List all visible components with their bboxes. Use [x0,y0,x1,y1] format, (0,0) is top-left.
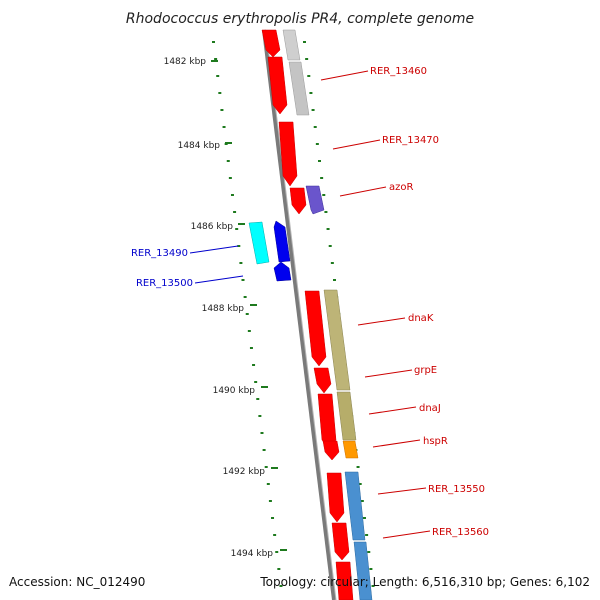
cds-arrow[interactable] [326,472,345,523]
gene-label[interactable]: RER_13560 [432,527,489,538]
gene-label[interactable]: azoR [389,182,413,193]
leader-line [368,406,417,415]
gene-bar-gray[interactable] [288,61,310,116]
gene-bar-cyan[interactable] [248,221,270,265]
gene-label[interactable]: dnaK [408,313,434,324]
genome-backbone [262,29,336,600]
cds-arrow[interactable] [261,29,281,58]
gene-label[interactable]: RER_13500 [136,278,193,289]
gene-label[interactable]: grpE [414,365,437,376]
kbp-ruler: 1482 kbp 1484 kbp 1486 kbp 1488 kbp 1490… [164,57,287,559]
gene-label[interactable]: RER_13460 [370,66,427,77]
cds-arrow-reverse[interactable] [273,220,291,263]
map-title: Rhodococcus erythropolis PR4, complete g… [126,11,474,27]
gene-bar-azor[interactable] [305,185,325,215]
gene-label[interactable]: RER_13490 [131,248,188,259]
kbp-label: 1490 kbp [213,386,256,396]
gene-labels: RER_13460 RER_13470 azoR RER_13490 RER_1… [131,66,489,539]
cds-arrow[interactable] [267,56,288,115]
leader-line [320,70,369,81]
kbp-label: 1482 kbp [164,57,207,67]
gene-features [248,29,373,600]
cds-arrow[interactable] [313,367,332,394]
gene-label[interactable]: dnaJ [419,403,441,414]
leader-line [357,317,406,326]
cds-arrow-reverse[interactable] [273,261,292,282]
cds-arrow[interactable] [289,187,307,215]
leader-line [377,487,427,495]
accession-text: Accession: NC_012490 [9,575,146,589]
leader-line [382,530,431,539]
leader-line [194,275,244,284]
genome-summary-text: Topology: circular; Length: 6,516,310 bp… [260,575,590,589]
gene-label[interactable]: hspR [423,436,448,447]
cds-arrow[interactable] [278,121,298,187]
gene-bar-blue[interactable] [344,471,366,541]
kbp-label: 1492 kbp [223,467,266,477]
kbp-label: 1494 kbp [231,549,274,559]
leader-line [339,186,387,197]
gene-label[interactable]: RER_13550 [428,484,485,495]
gene-bar-gray[interactable] [282,29,301,61]
gene-bar-hspr[interactable] [342,440,359,459]
kbp-label: 1484 kbp [178,141,221,151]
leader-line [364,369,413,378]
gene-bar-olive[interactable] [336,391,357,441]
cds-arrow[interactable] [322,440,340,461]
genome-backbone-highlight [265,29,337,600]
gene-label[interactable]: RER_13470 [382,135,439,146]
cds-arrow[interactable] [304,290,327,367]
leader-line [332,139,381,150]
leader-line [372,439,421,448]
leader-line [189,245,239,254]
cds-arrow[interactable] [331,522,350,561]
gene-bar-olive[interactable] [323,289,351,391]
gene-bar-blue[interactable] [353,541,373,600]
kbp-label: 1488 kbp [202,304,245,314]
kbp-label: 1486 kbp [191,222,234,232]
cds-arrow[interactable] [335,561,354,600]
